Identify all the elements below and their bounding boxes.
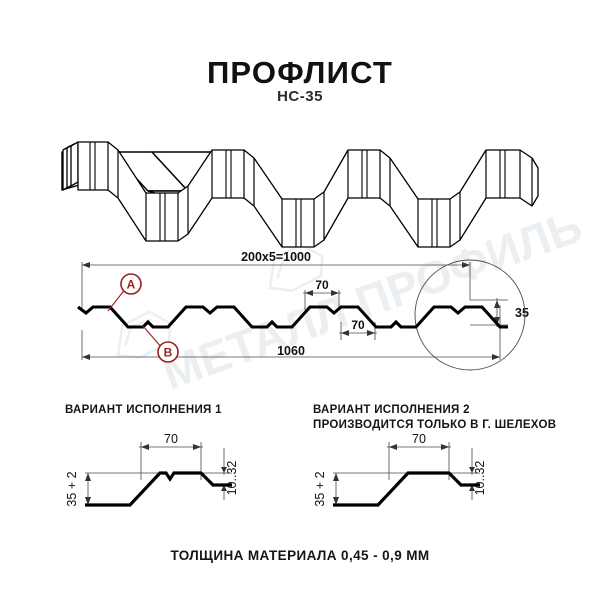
v1-dim-top: 70: [164, 432, 178, 446]
variant-1-caption: ВАРИАНТ ИСПОЛНЕНИЯ 1: [65, 404, 222, 416]
iso-corrugation: [62, 141, 539, 248]
dimension-arrows: [82, 262, 500, 360]
dim-height: 35: [515, 306, 529, 320]
marker-a-label: A: [127, 278, 136, 292]
marker-group: A B: [107, 273, 179, 363]
footer-note: ТОЛЩИНА МАТЕРИАЛА 0,45 - 0,9 ММ: [170, 548, 430, 563]
v2-dim-left: 35 + 2: [313, 471, 327, 506]
v1-dim-left: 35 + 2: [65, 471, 79, 506]
marker-a-circle: [120, 273, 142, 295]
v1-arrows: [85, 444, 227, 505]
v2-arrows: [333, 444, 475, 505]
v2-profile-polyline: [333, 471, 480, 507]
model-subtitle: НС-35: [277, 88, 323, 105]
dim-trough-width: 70: [351, 318, 365, 332]
metall-profil-logo-2: [268, 243, 324, 292]
v2-dim-top: 70: [412, 432, 426, 446]
variant-2-caption-line2: ПРОИЗВОДИТСЯ ТОЛЬКО В Г. ШЕЛЕХОВ: [313, 419, 557, 431]
v1-dim-right: 10..32: [225, 461, 239, 496]
page-title: ПРОФЛИСТ: [206, 55, 394, 90]
detail-zoom-circle: [414, 259, 526, 371]
profile-polyline: [77, 305, 508, 329]
dim-overall-width: 1060: [277, 344, 305, 358]
marker-b-label: B: [164, 346, 173, 360]
v1-profile-polyline: [85, 471, 232, 507]
variant-2-caption: ВАРИАНТ ИСПОЛНЕНИЯ 2: [313, 404, 470, 416]
dim-pitch-total: 200х5=1000: [241, 250, 311, 264]
v2-dim-right: 10..32: [473, 461, 487, 496]
dim-crest-width: 70: [315, 278, 329, 292]
marker-b-circle: [157, 341, 179, 363]
